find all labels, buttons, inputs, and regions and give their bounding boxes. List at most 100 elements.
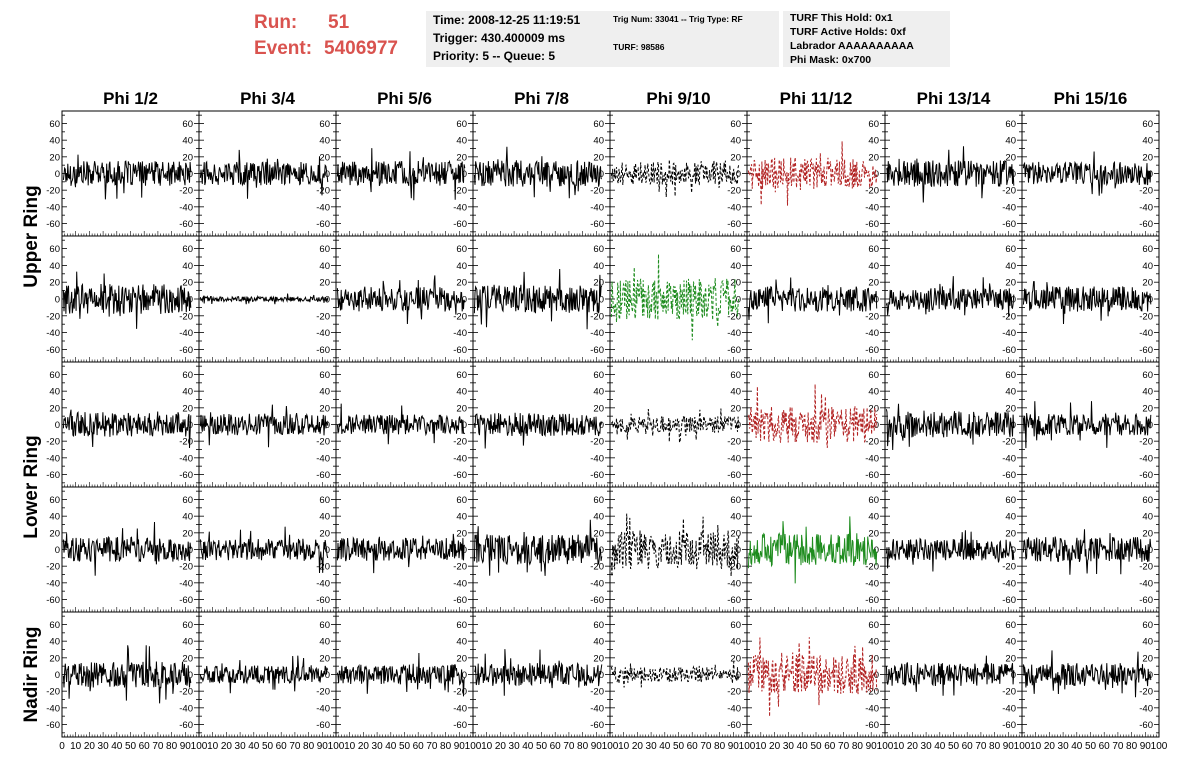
x-tick-label: 10 bbox=[70, 741, 82, 752]
y-tick-label: -40 bbox=[316, 578, 330, 589]
y-tick-label: 60 bbox=[593, 620, 604, 631]
y-tick-label: 0 bbox=[599, 670, 604, 681]
y-tick-label: 60 bbox=[1005, 370, 1016, 381]
y-tick-label: -20 bbox=[453, 186, 467, 197]
event-label: Event: bbox=[254, 38, 313, 59]
y-tick-label: 60 bbox=[730, 620, 741, 631]
trigger-text: Trigger: 430.400009 ms bbox=[433, 31, 566, 45]
waveform-trace bbox=[747, 637, 878, 717]
y-tick-label: 20 bbox=[182, 152, 193, 163]
priority-text: Priority: 5 -- Queue: 5 bbox=[433, 49, 556, 63]
y-tick-label: 20 bbox=[593, 403, 604, 414]
y-tick-label: 20 bbox=[456, 528, 467, 539]
y-tick-label: 60 bbox=[182, 495, 193, 506]
x-tick-label: 40 bbox=[797, 741, 809, 752]
y-tick-label: 20 bbox=[1142, 403, 1153, 414]
x-tick-label: 70 bbox=[700, 741, 712, 752]
y-tick-label: -40 bbox=[1002, 328, 1016, 339]
x-tick-label: 30 bbox=[783, 741, 795, 752]
y-tick-label: -60 bbox=[727, 595, 741, 606]
y-tick-label: 40 bbox=[1142, 136, 1153, 147]
waveform-trace bbox=[1022, 529, 1152, 575]
x-tick-label: 80 bbox=[714, 741, 726, 752]
y-tick-label: -40 bbox=[179, 328, 193, 339]
y-tick-label: -20 bbox=[590, 562, 604, 573]
y-tick-label: 60 bbox=[868, 244, 879, 255]
y-tick-label: -40 bbox=[453, 328, 467, 339]
y-tick-label: -20 bbox=[316, 311, 330, 322]
y-tick-label: -40 bbox=[316, 703, 330, 714]
y-tick-label: -20 bbox=[46, 562, 60, 573]
y-tick-label: -20 bbox=[1139, 562, 1153, 573]
y-tick-label: 60 bbox=[1005, 119, 1016, 130]
y-tick-label: -60 bbox=[727, 470, 741, 481]
y-tick-label: 40 bbox=[49, 387, 60, 398]
y-tick-label: -40 bbox=[1139, 202, 1153, 213]
y-tick-label: 20 bbox=[456, 152, 467, 163]
x-tick-label: 50 bbox=[125, 741, 137, 752]
y-tick-label: -60 bbox=[1002, 470, 1016, 481]
y-tick-label: 40 bbox=[319, 637, 330, 648]
y-tick-label: -60 bbox=[179, 595, 193, 606]
y-tick-label: -60 bbox=[865, 345, 879, 356]
time-text: Time: 2008-12-25 11:19:51 bbox=[433, 13, 581, 27]
y-tick-label: -60 bbox=[453, 219, 467, 230]
y-tick-label: -60 bbox=[46, 470, 60, 481]
x-tick-label: 30 bbox=[921, 741, 933, 752]
y-tick-label: -20 bbox=[179, 562, 193, 573]
y-tick-label: -40 bbox=[316, 328, 330, 339]
y-tick-label: -40 bbox=[453, 202, 467, 213]
trig-info-box: Trig Num: 33041 -- Trig Type: RF TURF: 9… bbox=[605, 11, 779, 67]
y-tick-label: -20 bbox=[865, 186, 879, 197]
x-tick-label: 50 bbox=[1085, 741, 1097, 752]
event-value: 5406977 bbox=[324, 38, 398, 59]
y-tick-label: 60 bbox=[319, 370, 330, 381]
y-tick-label: -40 bbox=[453, 453, 467, 464]
waveform-trace bbox=[1022, 650, 1152, 698]
waveform-trace bbox=[610, 661, 740, 688]
y-tick-label: 40 bbox=[49, 637, 60, 648]
column-header: Phi 7/8 bbox=[514, 89, 569, 108]
y-tick-label: 20 bbox=[182, 403, 193, 414]
waveform-trace bbox=[473, 412, 603, 449]
x-tick-label: 100 bbox=[191, 741, 208, 752]
y-tick-label: 60 bbox=[1005, 495, 1016, 506]
x-tick-label: 100 bbox=[328, 741, 345, 752]
y-tick-label: 40 bbox=[1142, 637, 1153, 648]
x-tick-label: 70 bbox=[1112, 741, 1124, 752]
x-tick-label: 60 bbox=[687, 741, 699, 752]
y-tick-label: 0 bbox=[188, 545, 193, 556]
y-tick-label: 60 bbox=[593, 370, 604, 381]
waveform-trace bbox=[336, 652, 466, 697]
y-tick-label: 20 bbox=[1142, 528, 1153, 539]
y-tick-label: -40 bbox=[727, 328, 741, 339]
x-tick-label: 60 bbox=[276, 741, 288, 752]
x-tick-label: 10 bbox=[481, 741, 493, 752]
y-tick-label: 20 bbox=[49, 403, 60, 414]
y-tick-label: 20 bbox=[319, 653, 330, 664]
y-tick-label: 40 bbox=[456, 637, 467, 648]
waveform-trace bbox=[610, 513, 740, 577]
y-tick-label: 20 bbox=[593, 278, 604, 289]
y-tick-label: 0 bbox=[55, 295, 60, 306]
y-tick-label: 60 bbox=[319, 495, 330, 506]
y-tick-label: 40 bbox=[49, 261, 60, 272]
y-tick-label: 40 bbox=[593, 136, 604, 147]
y-tick-label: -40 bbox=[590, 453, 604, 464]
run-event-box: Run: 51 Event: 5406977 bbox=[254, 10, 398, 62]
y-tick-label: -40 bbox=[1002, 578, 1016, 589]
y-tick-label: -60 bbox=[179, 345, 193, 356]
y-tick-label: -60 bbox=[727, 720, 741, 731]
y-tick-label: -20 bbox=[1002, 562, 1016, 573]
x-tick-label: 70 bbox=[975, 741, 987, 752]
waveform-trace bbox=[473, 146, 603, 199]
